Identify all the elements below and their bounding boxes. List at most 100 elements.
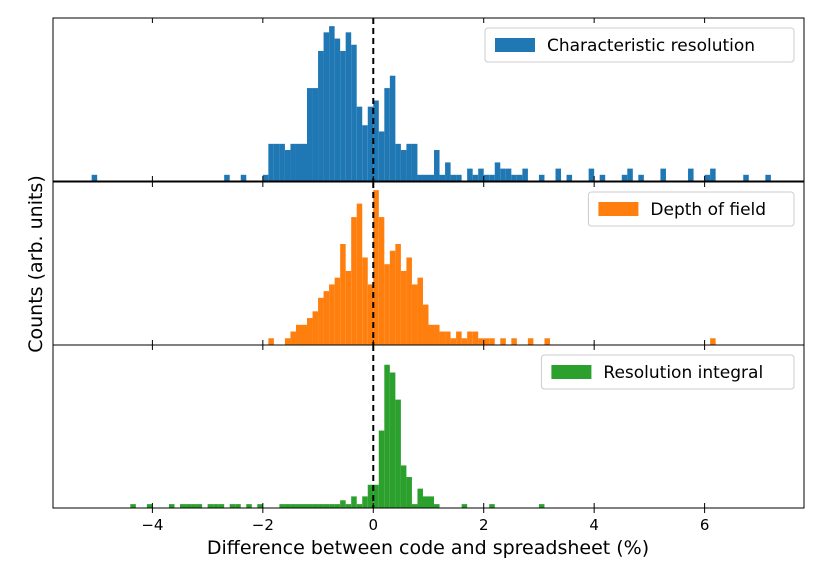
histogram-bar xyxy=(660,168,666,181)
histogram-bar xyxy=(434,150,440,181)
histogram-bar xyxy=(268,143,274,181)
histogram-bar xyxy=(323,291,330,345)
histogram-bar xyxy=(467,168,473,181)
histogram-bar xyxy=(301,504,308,508)
histogram-bar xyxy=(168,504,175,508)
histogram-bar xyxy=(301,324,308,345)
histogram-bar xyxy=(472,174,479,181)
panel-frame xyxy=(52,344,805,509)
histogram-bar xyxy=(566,174,573,181)
histogram-bar xyxy=(500,168,506,181)
histogram-bar xyxy=(621,174,628,181)
histogram-bar xyxy=(185,504,192,508)
histogram-bar xyxy=(284,150,291,181)
histogram-bar xyxy=(323,504,330,508)
histogram-bar xyxy=(422,174,429,181)
histogram-bar xyxy=(207,504,214,508)
histogram-bar xyxy=(522,168,528,181)
x-tick-label: −2 xyxy=(252,516,274,534)
x-axis-label: Difference between code and spreadsheet … xyxy=(207,537,649,559)
histogram-bar xyxy=(467,331,473,345)
histogram-bar xyxy=(417,174,423,181)
histogram-bar xyxy=(384,88,390,181)
x-axis: −4 −2 0 2 4 6 xyxy=(141,508,709,534)
histogram-bar xyxy=(146,504,153,508)
histogram-bar xyxy=(301,143,308,181)
legend-label: Characteristic resolution xyxy=(547,36,755,56)
histogram-bar xyxy=(224,174,230,181)
histogram-bar xyxy=(268,338,274,345)
histogram-bar xyxy=(279,504,285,508)
histogram-bar xyxy=(478,168,484,181)
histogram-bar xyxy=(406,257,412,345)
histogram-bar xyxy=(213,504,219,508)
histogram-bar xyxy=(527,338,534,345)
histogram-bar xyxy=(312,88,319,181)
histogram-bar xyxy=(428,324,435,345)
histogram-bar xyxy=(422,496,429,508)
histogram-bar xyxy=(373,100,379,181)
histogram-bar xyxy=(273,143,280,181)
x-tick-label: 6 xyxy=(700,516,710,534)
legend: Resolution integral xyxy=(540,354,795,390)
histogram-bar xyxy=(483,338,490,345)
panel-3: Resolution integral xyxy=(52,344,805,509)
x-tick-label: 4 xyxy=(589,516,599,534)
histogram-bar xyxy=(389,75,396,181)
histogram-bar xyxy=(704,174,711,181)
histogram-bar xyxy=(378,131,385,181)
histogram-bar xyxy=(284,338,291,345)
histogram-bar xyxy=(400,150,407,181)
histogram-bar xyxy=(544,338,550,345)
histogram-bar xyxy=(489,338,495,345)
histogram-bar xyxy=(743,174,749,181)
histogram-bar xyxy=(456,174,462,181)
histogram-bar xyxy=(295,324,302,345)
histogram-bar xyxy=(130,504,136,508)
histogram-bar xyxy=(439,331,446,345)
histogram-bar xyxy=(367,484,374,508)
histogram-bar xyxy=(627,168,633,181)
histogram-bar xyxy=(389,372,396,508)
histogram-bar xyxy=(450,174,457,181)
histogram-bar xyxy=(450,338,457,345)
histogram-bar xyxy=(191,504,197,508)
histogram-bar xyxy=(395,399,401,508)
legend-swatch xyxy=(598,202,639,216)
histogram-bar xyxy=(295,504,302,508)
histogram-bar xyxy=(312,504,319,508)
legend-swatch xyxy=(495,38,535,52)
histogram-bar xyxy=(279,143,285,181)
histogram-bar xyxy=(428,496,435,508)
histogram-bar xyxy=(240,174,247,181)
histogram-bar xyxy=(411,284,418,345)
histogram-bar xyxy=(489,174,495,181)
histogram-bar xyxy=(489,504,495,508)
histogram-bar xyxy=(538,504,545,508)
histogram-bar xyxy=(538,174,545,181)
histogram-bar xyxy=(461,338,468,345)
histogram-bar xyxy=(434,504,440,508)
histogram-bar xyxy=(91,174,98,181)
histogram-bar xyxy=(478,338,484,345)
histogram-bar xyxy=(461,504,468,508)
legend: Characteristic resolution xyxy=(484,27,795,63)
histogram-bar xyxy=(417,488,423,508)
histogram-bar xyxy=(406,477,412,508)
panel-2: Depth of field xyxy=(52,181,805,346)
histogram-bar xyxy=(295,143,302,181)
legend-box xyxy=(484,27,795,63)
histogram-bar xyxy=(472,331,479,345)
histogram-bar xyxy=(262,174,269,181)
histogram-bar xyxy=(334,504,341,508)
histogram-bar xyxy=(218,504,225,508)
histogram-bar xyxy=(367,106,374,181)
histogram-bar xyxy=(229,504,236,508)
histogram-bar xyxy=(395,244,401,345)
histogram-bar xyxy=(362,125,368,181)
histogram-bar xyxy=(483,174,490,181)
panels: Characteristic resolution Depth of field R… xyxy=(52,17,805,509)
histogram-bar xyxy=(290,504,296,508)
histogram-bar xyxy=(345,32,352,182)
